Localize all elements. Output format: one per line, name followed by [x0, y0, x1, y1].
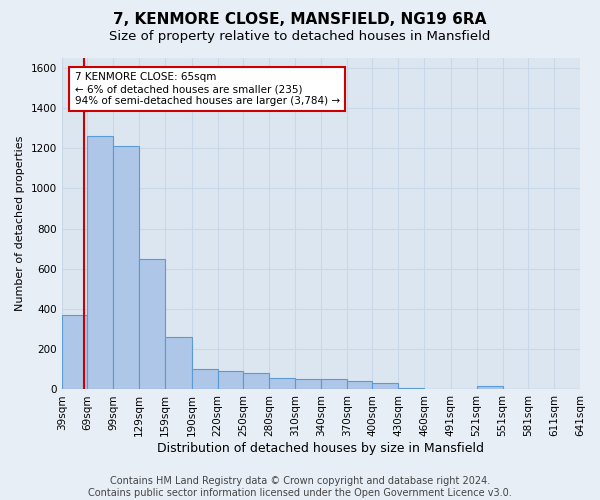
Bar — [165, 337, 191, 390]
Bar — [321, 380, 347, 390]
Text: 7, KENMORE CLOSE, MANSFIELD, NG19 6RA: 7, KENMORE CLOSE, MANSFIELD, NG19 6RA — [113, 12, 487, 28]
X-axis label: Distribution of detached houses by size in Mansfield: Distribution of detached houses by size … — [157, 442, 484, 455]
Bar — [62, 315, 88, 390]
Bar — [347, 382, 373, 390]
Text: Size of property relative to detached houses in Mansfield: Size of property relative to detached ho… — [109, 30, 491, 43]
Text: 7 KENMORE CLOSE: 65sqm
← 6% of detached houses are smaller (235)
94% of semi-det: 7 KENMORE CLOSE: 65sqm ← 6% of detached … — [74, 72, 340, 106]
Bar — [269, 378, 295, 390]
Bar — [113, 146, 139, 390]
Bar — [476, 386, 503, 390]
Bar — [88, 136, 113, 390]
Bar — [398, 388, 424, 390]
Bar — [191, 370, 218, 390]
Bar — [244, 374, 269, 390]
Bar — [139, 258, 165, 390]
Bar — [295, 380, 321, 390]
Bar — [218, 372, 244, 390]
Y-axis label: Number of detached properties: Number of detached properties — [15, 136, 25, 311]
Bar — [373, 384, 398, 390]
Text: Contains HM Land Registry data © Crown copyright and database right 2024.
Contai: Contains HM Land Registry data © Crown c… — [88, 476, 512, 498]
